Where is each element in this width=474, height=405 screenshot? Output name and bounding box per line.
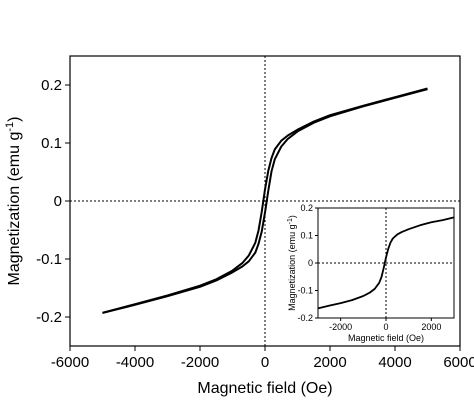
inset-series-group <box>317 216 455 310</box>
main-x-tick-label: -4000 <box>116 354 154 371</box>
inset-series-0-line <box>317 216 455 310</box>
inset-x-tick-label: 2000 <box>421 322 441 332</box>
main-y-tick-label: -0.2 <box>36 309 62 326</box>
main-y-tick-label: 0 <box>54 193 62 210</box>
main-x-tick-label: 4000 <box>378 354 411 371</box>
main-y-axis-ticks: -0.2 -0.1 0 0.1 0.2 <box>36 77 70 326</box>
inset-y-axis-title-text: Magnetization (emu g <box>287 224 297 311</box>
inset-y-axis-ticks: -0.2 -0.1 0 0.1 0.2 <box>297 203 318 323</box>
main-x-tick-label: -2000 <box>181 354 219 371</box>
inset-x-tick-label: -2000 <box>329 322 352 332</box>
main-y-axis-title-text: Magnetization (emu g <box>6 132 23 286</box>
inset-y-tick-label: 0.2 <box>300 203 313 213</box>
main-series-1-line <box>102 88 428 314</box>
inset-y-axis-title-superscript: -1 <box>287 218 294 224</box>
inset-chart: -2000 0 2000 -0.2 -0.1 0 0.1 0.2 Magnetic fiel… <box>287 202 455 343</box>
inset-x-axis-title: Magnetic field (Oe) <box>348 333 424 343</box>
main-y-axis-title: Magnetization (emu g-1) <box>4 117 23 286</box>
main-x-tick-label: 6000 <box>443 354 474 371</box>
main-series-0-line <box>102 87 428 314</box>
inset-y-tick-label: 0 <box>308 258 313 268</box>
main-x-tick-label: 2000 <box>313 354 346 371</box>
inset-y-axis-title: Magnetization (emu g-1) <box>287 215 297 311</box>
main-series-group <box>102 87 428 314</box>
inset-x-axis-ticks: -2000 0 2000 <box>329 318 441 332</box>
inset-x-tick-label: 0 <box>383 322 388 332</box>
inset-y-tick-label: -0.1 <box>297 286 313 296</box>
main-y-tick-label: 0.2 <box>41 77 62 94</box>
main-y-tick-label: -0.1 <box>36 251 62 268</box>
main-x-tick-label: 0 <box>261 354 269 371</box>
main-y-axis-title-close: ) <box>6 117 23 122</box>
inset-y-tick-label: -0.2 <box>297 313 313 323</box>
main-x-axis-title: Magnetic field (Oe) <box>197 380 332 397</box>
inset-y-axis-title-close: ) <box>287 215 297 218</box>
inset-plot-background <box>289 202 454 318</box>
main-y-axis-title-superscript: -1 <box>4 122 16 132</box>
main-y-tick-label: 0.1 <box>41 135 62 152</box>
inset-y-tick-label: 0.1 <box>300 231 313 241</box>
main-chart: -6000 -4000 -2000 0 2000 4000 6000 -0.2 -0.1 0 0.… <box>4 55 474 397</box>
main-x-tick-label: -6000 <box>51 354 89 371</box>
main-x-axis-ticks: -6000 -4000 -2000 0 2000 4000 6000 <box>51 346 474 371</box>
